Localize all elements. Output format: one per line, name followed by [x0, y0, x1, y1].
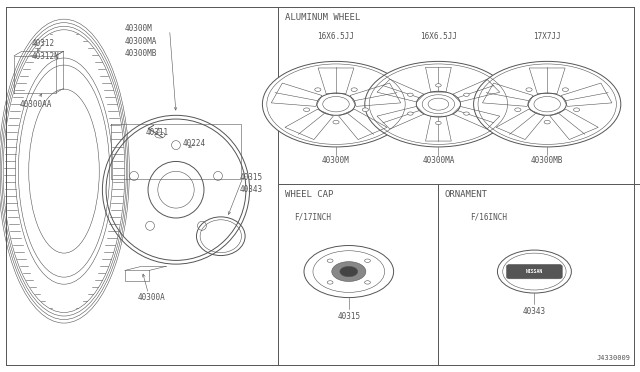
Text: F/16INCH: F/16INCH	[470, 212, 508, 221]
Text: 40311: 40311	[146, 128, 169, 137]
Text: 40315
40343: 40315 40343	[240, 173, 263, 195]
Circle shape	[365, 281, 371, 284]
Circle shape	[365, 61, 512, 147]
Circle shape	[327, 259, 333, 262]
Circle shape	[497, 250, 572, 293]
Circle shape	[408, 93, 413, 96]
Circle shape	[463, 93, 469, 96]
Circle shape	[365, 259, 371, 262]
Circle shape	[544, 120, 550, 124]
Circle shape	[303, 108, 310, 112]
Text: 17X7JJ: 17X7JJ	[533, 32, 561, 41]
Text: 40300M: 40300M	[322, 156, 350, 165]
Text: 16X6.5JJ: 16X6.5JJ	[420, 32, 457, 41]
Circle shape	[474, 61, 621, 147]
Circle shape	[332, 262, 366, 282]
Text: 40224: 40224	[182, 139, 205, 148]
Circle shape	[463, 112, 469, 115]
Text: ALUMINUM WHEEL: ALUMINUM WHEEL	[285, 13, 360, 22]
Text: 40300A: 40300A	[138, 293, 165, 302]
Circle shape	[315, 88, 321, 92]
Circle shape	[333, 120, 339, 124]
Circle shape	[526, 88, 532, 92]
Circle shape	[351, 88, 357, 92]
Text: J4330009: J4330009	[596, 355, 630, 361]
Text: 40300MA: 40300MA	[422, 156, 454, 165]
Text: 40300MB: 40300MB	[531, 156, 563, 165]
Text: 40343: 40343	[523, 307, 546, 316]
FancyBboxPatch shape	[507, 264, 563, 279]
Text: ORNAMENT: ORNAMENT	[445, 190, 488, 199]
Circle shape	[573, 108, 580, 112]
Circle shape	[515, 108, 521, 112]
Circle shape	[422, 95, 454, 113]
Text: 40312
40312N: 40312 40312N	[32, 39, 60, 61]
Circle shape	[408, 112, 413, 115]
Text: 16X6.5JJ: 16X6.5JJ	[317, 32, 355, 41]
Text: 40315: 40315	[337, 312, 360, 321]
Circle shape	[327, 281, 333, 284]
Circle shape	[563, 88, 568, 92]
Text: WHEEL CAP: WHEEL CAP	[285, 190, 333, 199]
Text: 40300M
40300MA
40300MB: 40300M 40300MA 40300MB	[125, 24, 157, 58]
Text: F/17INCH: F/17INCH	[294, 212, 332, 221]
Circle shape	[262, 61, 410, 147]
Circle shape	[436, 121, 441, 125]
Text: NISSAN: NISSAN	[526, 269, 543, 274]
Circle shape	[304, 246, 394, 298]
Text: 40300AA: 40300AA	[19, 100, 52, 109]
Circle shape	[436, 84, 441, 87]
Circle shape	[340, 266, 358, 277]
Circle shape	[362, 108, 369, 112]
